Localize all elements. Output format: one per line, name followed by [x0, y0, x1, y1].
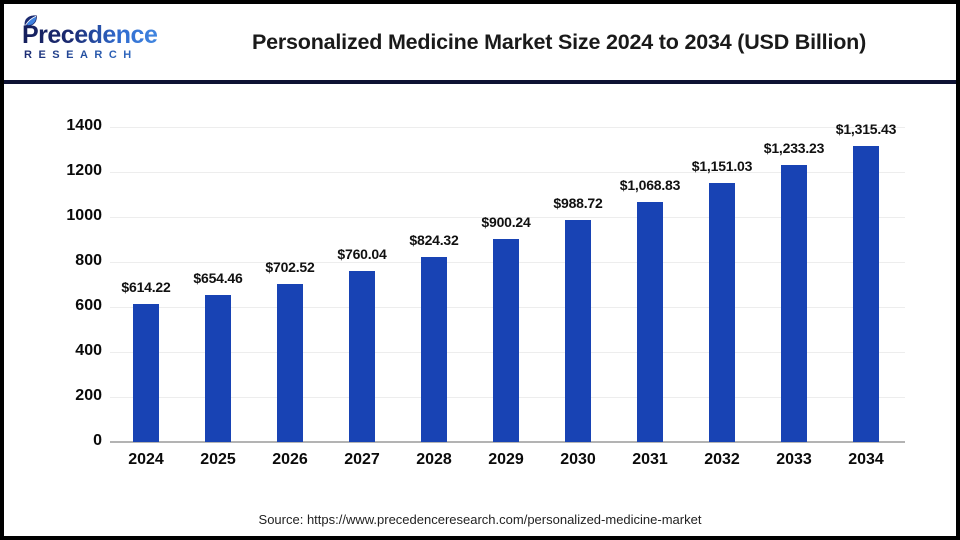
- y-axis-tick-label: 600: [75, 297, 102, 314]
- bar-2030: [565, 220, 591, 442]
- y-axis-tick-label: 200: [75, 387, 102, 404]
- y-axis-tick-label: 1200: [66, 162, 102, 179]
- bar-value-label: $1,233.23: [763, 140, 825, 156]
- bar-value-label: $1,151.03: [691, 158, 753, 174]
- x-axis-tick-label: 2032: [704, 451, 740, 468]
- bar-2024: [133, 304, 159, 442]
- bar-value-label: $654.46: [193, 270, 243, 286]
- bar-value-label: $760.04: [337, 246, 387, 262]
- bar-2034: [853, 146, 879, 442]
- bar-2031: [637, 202, 663, 442]
- x-axis-tick-label: 2030: [560, 451, 596, 468]
- bar-2026: [277, 284, 303, 442]
- y-axis-tick-label: 1400: [66, 117, 102, 134]
- plot-area: 0 200 400 600 800 1000 1200 1400 $614.22 2024 $654…: [4, 84, 956, 502]
- gridline: [110, 127, 905, 128]
- bar-value-label: $824.32: [409, 232, 459, 248]
- x-axis-tick-label: 2026: [272, 451, 308, 468]
- logo-row: Precedence: [22, 15, 158, 49]
- chart-section: 0 200 400 600 800 1000 1200 1400 $614.22 2024 $654…: [4, 84, 956, 502]
- x-axis-tick-label: 2033: [776, 451, 812, 468]
- gridline: [110, 172, 905, 173]
- x-axis-tick-label: 2025: [200, 451, 236, 468]
- y-axis-tick-label: 800: [75, 252, 102, 269]
- y-axis-tick-label: 1000: [66, 207, 102, 224]
- bar-value-label: $614.22: [121, 279, 171, 295]
- x-axis-tick-label: 2024: [128, 451, 164, 468]
- bar-2029: [493, 239, 519, 442]
- y-axis-tick-label: 0: [93, 432, 102, 449]
- x-axis-tick-label: 2031: [632, 451, 668, 468]
- bar-2033: [781, 165, 807, 442]
- footer: Source: https://www.precedenceresearch.c…: [4, 502, 956, 536]
- header: Precedence RESEARCH Personalized Medicin…: [4, 4, 956, 80]
- bar-2027: [349, 271, 375, 442]
- bar-value-label: $988.72: [553, 195, 603, 211]
- bar-value-label: $1,068.83: [619, 177, 681, 193]
- chart-title: Personalized Medicine Market Size 2024 t…: [251, 29, 867, 54]
- logo-wordmark: Precedence: [22, 21, 158, 49]
- bar-2025: [205, 295, 231, 442]
- x-axis-tick-label: 2029: [488, 451, 524, 468]
- logo-subtitle: RESEARCH: [22, 50, 182, 61]
- bar-value-label: $1,315.43: [835, 121, 897, 137]
- bar-2028: [421, 257, 447, 442]
- x-axis-tick-label: 2028: [416, 451, 452, 468]
- bar-2032: [709, 183, 735, 442]
- y-axis-tick-label: 400: [75, 342, 102, 359]
- bar-value-label: $702.52: [265, 259, 315, 275]
- source-text: Source: https://www.precedenceresearch.c…: [258, 511, 702, 527]
- x-axis-tick-label: 2027: [344, 451, 380, 468]
- x-axis-line: [110, 441, 905, 443]
- logo: Precedence RESEARCH: [22, 15, 182, 61]
- x-axis-tick-label: 2034: [848, 451, 884, 468]
- bar-value-label: $900.24: [481, 214, 531, 230]
- leaf-icon: [21, 14, 39, 32]
- gridline: [110, 217, 905, 218]
- header-divider: [4, 80, 956, 84]
